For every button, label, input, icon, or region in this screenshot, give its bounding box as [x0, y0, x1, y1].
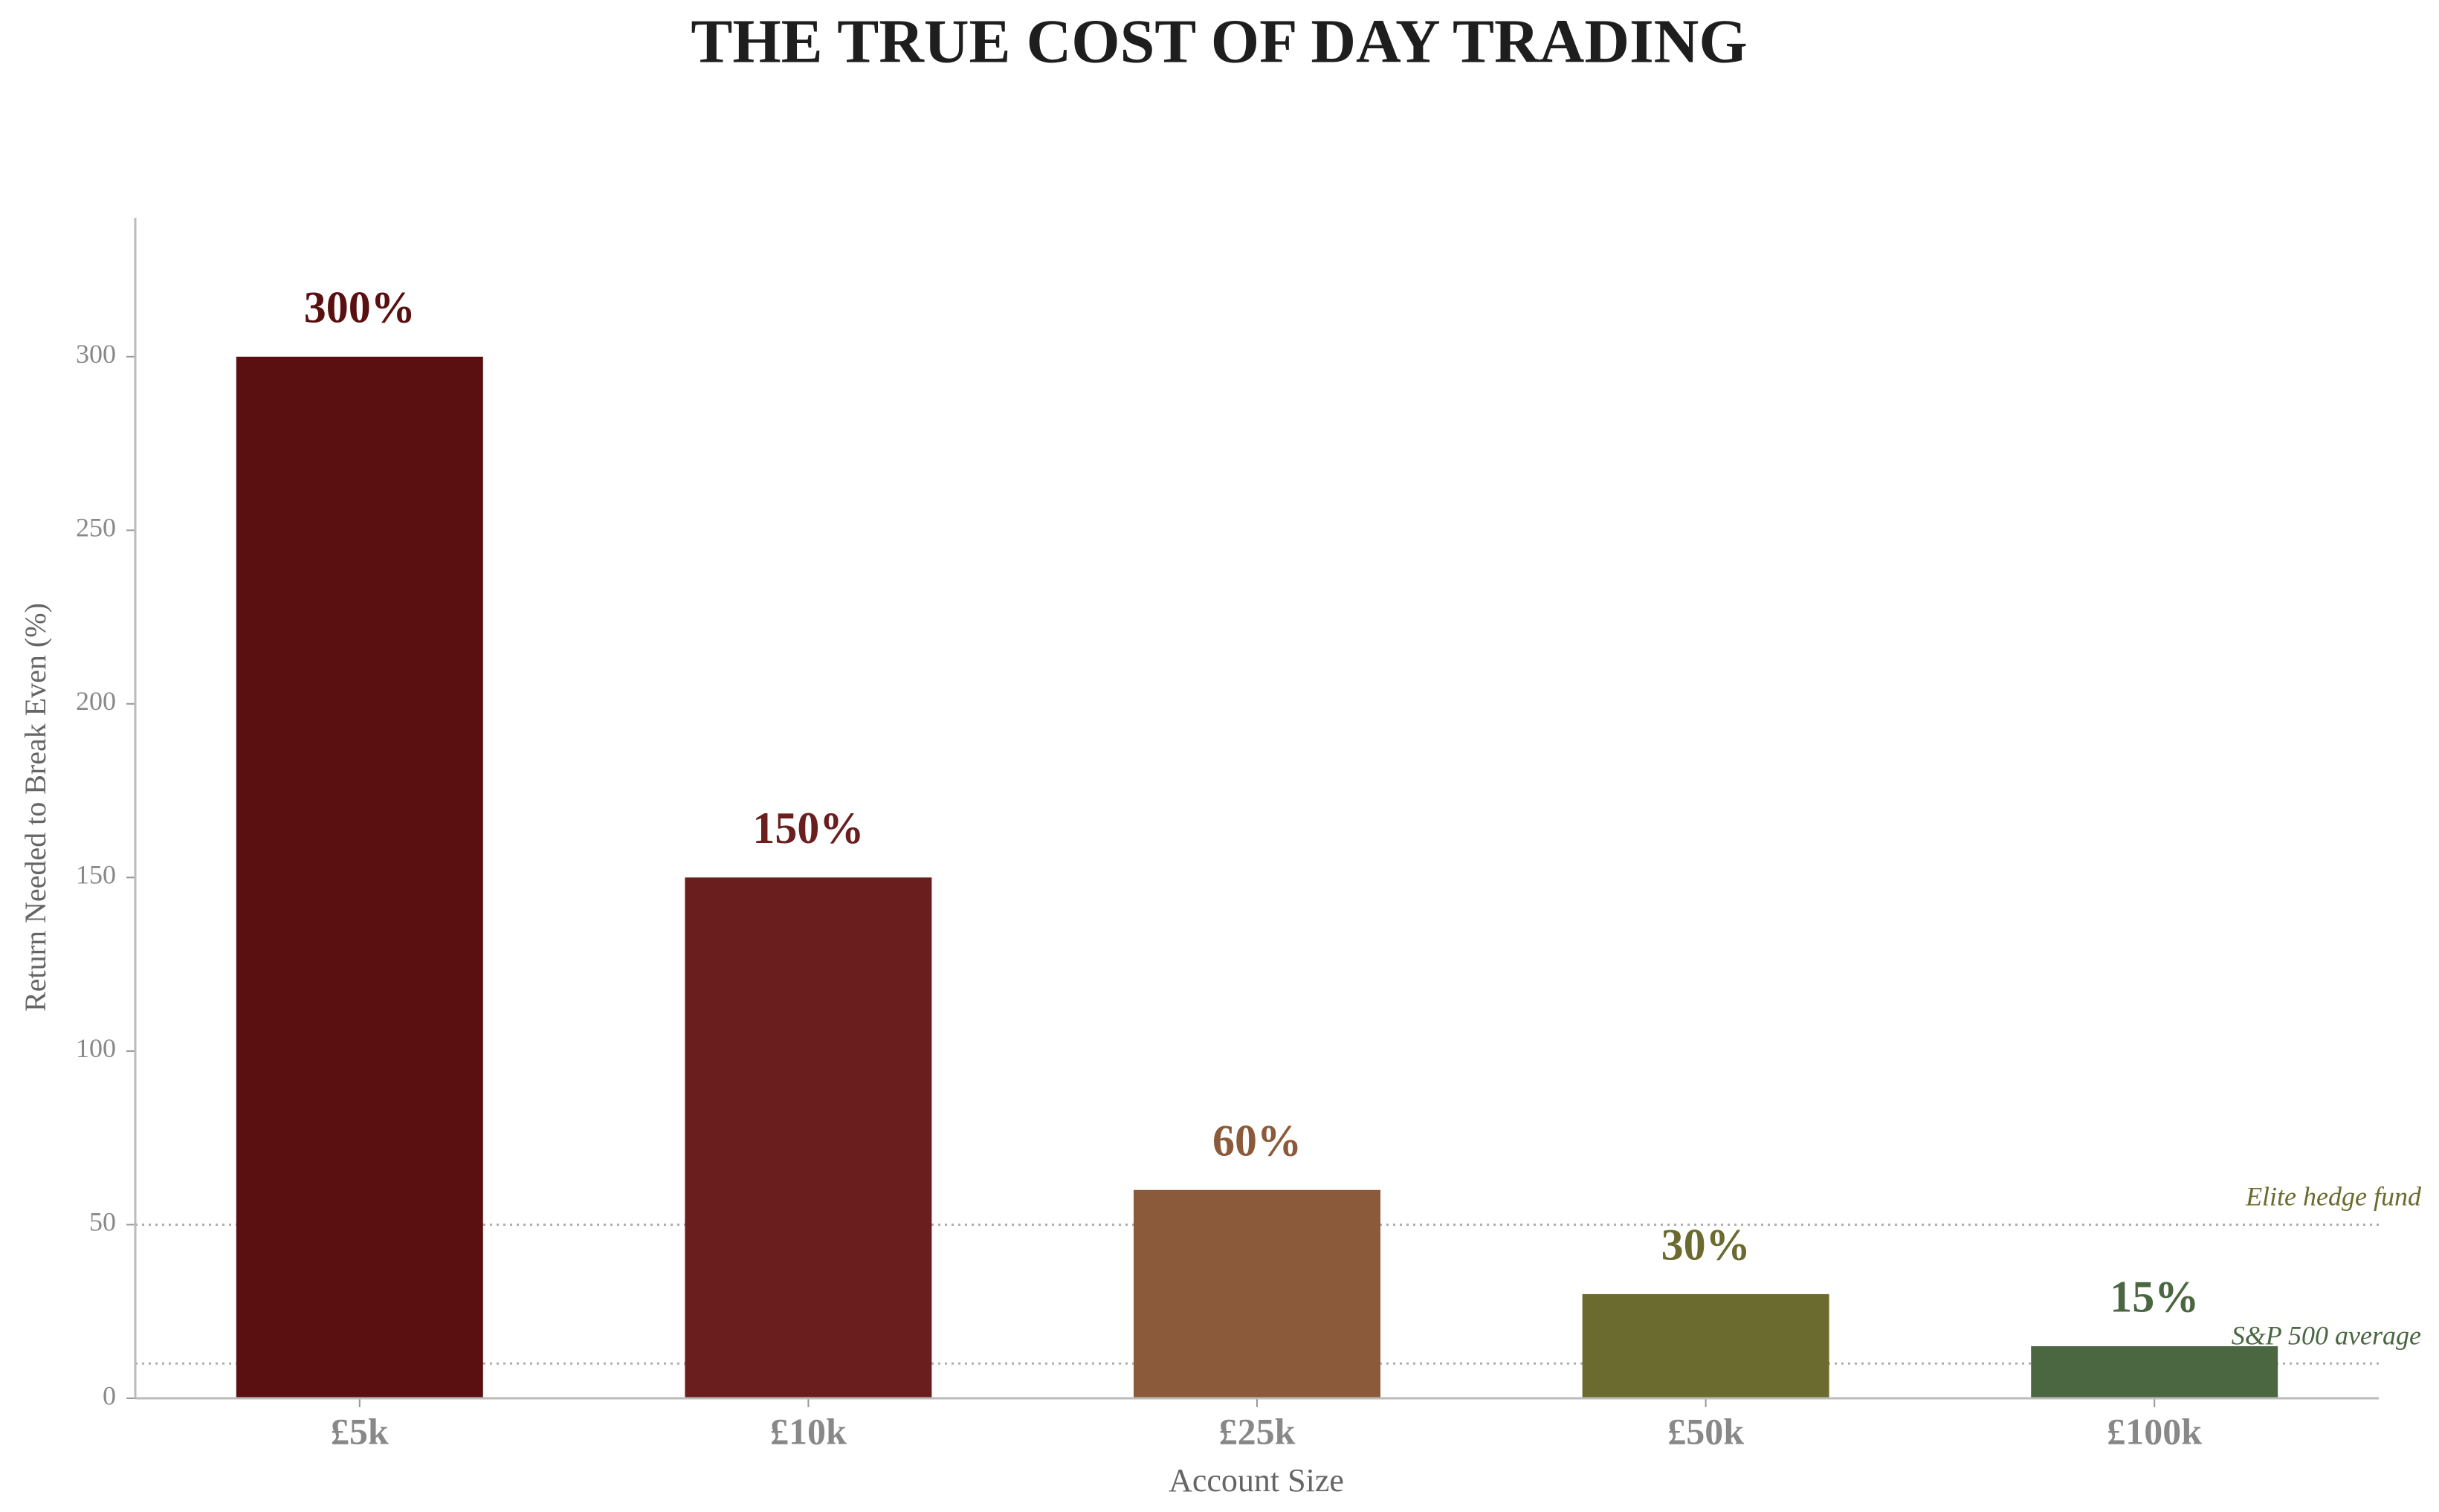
reference-label: S&P 500 average — [2232, 1321, 2421, 1351]
bar — [685, 877, 932, 1398]
value-label: 30% — [1661, 1221, 1751, 1270]
value-label: 15% — [2110, 1273, 2199, 1322]
value-label: 60% — [1212, 1117, 1302, 1166]
x-tick-label: £10k — [770, 1410, 847, 1452]
y-tick-label: 300 — [76, 339, 116, 369]
y-tick-label: 250 — [76, 513, 116, 543]
x-tick-label: £5k — [331, 1410, 389, 1452]
bar — [236, 356, 483, 1399]
x-tick-label: £25k — [1219, 1410, 1296, 1452]
bar — [2031, 1345, 2278, 1398]
y-axis-label: Return Needed to Break Even (%) — [19, 603, 52, 1012]
y-tick-label: 150 — [76, 860, 116, 890]
y-tick-label: 100 — [76, 1033, 116, 1063]
value-label: 150% — [752, 804, 864, 853]
bar — [1582, 1293, 1829, 1398]
chart-title: THE TRUE COST OF DAY TRADING — [691, 7, 1747, 76]
x-tick-label: £100k — [2107, 1410, 2202, 1452]
y-tick-label: 50 — [89, 1207, 116, 1237]
reference-label: Elite hedge fund — [2245, 1182, 2422, 1212]
y-tick-label: 0 — [103, 1380, 116, 1410]
bar — [1134, 1189, 1380, 1398]
y-tick-label: 200 — [76, 686, 116, 716]
x-tick-label: £50k — [1667, 1410, 1744, 1452]
x-axis-label: Account Size — [1169, 1462, 1344, 1499]
value-label: 300% — [304, 283, 416, 332]
